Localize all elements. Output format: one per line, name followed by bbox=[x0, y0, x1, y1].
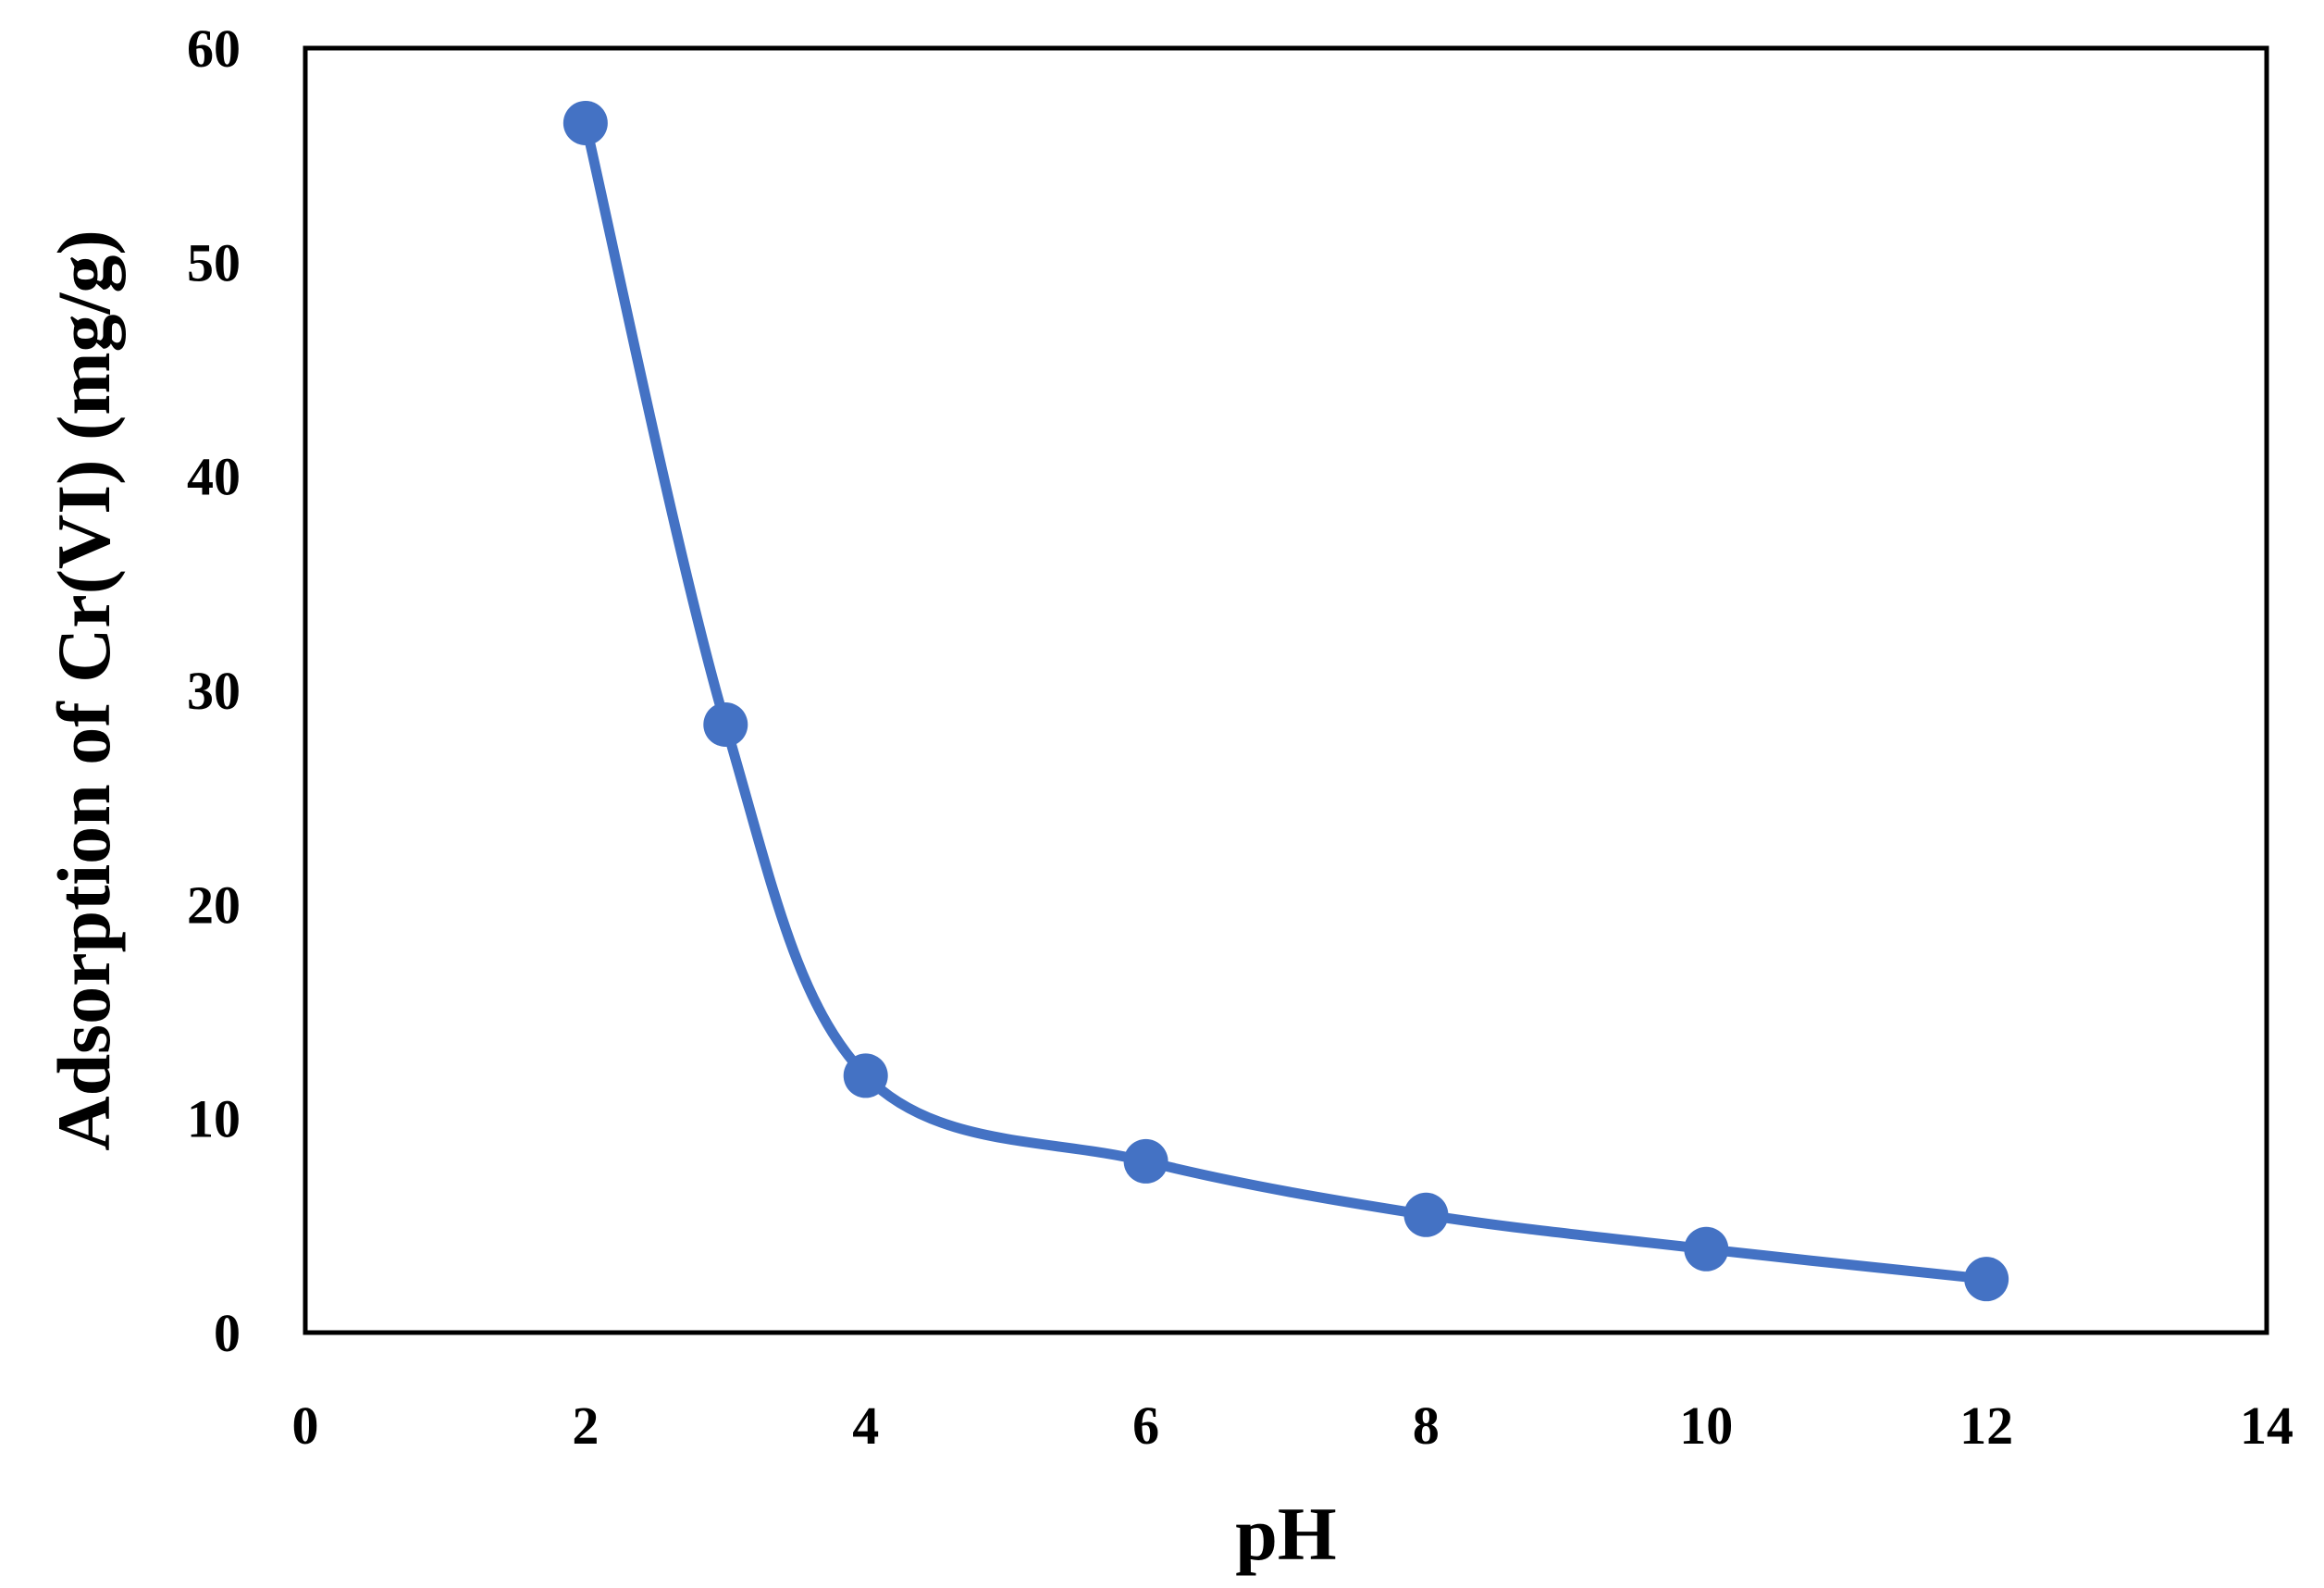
data-point bbox=[703, 702, 748, 748]
data-point bbox=[1123, 1138, 1168, 1184]
y-tick-label: 40 bbox=[187, 447, 241, 507]
data-point bbox=[1403, 1192, 1449, 1237]
x-tick-label: 6 bbox=[1132, 1396, 1159, 1456]
x-tick-label: 2 bbox=[572, 1396, 599, 1456]
y-tick-label: 60 bbox=[187, 19, 241, 79]
data-point bbox=[562, 100, 608, 145]
y-axis-label: Adsorption of Cr(VI) (mg/g) bbox=[42, 230, 126, 1150]
x-tick-label: 14 bbox=[2240, 1396, 2293, 1456]
y-tick-label: 0 bbox=[214, 1303, 241, 1363]
x-tick-label: 4 bbox=[852, 1396, 879, 1456]
x-axis-tick-labels: 0 2 4 6 8 10 12 14 bbox=[292, 1396, 2294, 1456]
y-tick-label: 50 bbox=[187, 232, 241, 292]
data-point bbox=[1684, 1226, 1729, 1272]
x-tick-label: 0 bbox=[292, 1396, 319, 1456]
x-tick-label: 12 bbox=[1959, 1396, 2013, 1456]
x-tick-label: 8 bbox=[1413, 1396, 1440, 1456]
data-point bbox=[843, 1053, 888, 1098]
y-tick-label: 20 bbox=[187, 875, 241, 935]
x-tick-label: 10 bbox=[1679, 1396, 1733, 1456]
y-axis-tick-labels: 0 10 20 30 40 50 60 bbox=[187, 19, 241, 1363]
series-layer bbox=[562, 100, 2009, 1302]
y-tick-label: 10 bbox=[187, 1089, 241, 1149]
data-point bbox=[1964, 1257, 2009, 1302]
plot-area-frame bbox=[303, 45, 2269, 1335]
x-axis-label: pH bbox=[1235, 1492, 1336, 1576]
y-tick-label: 30 bbox=[187, 661, 241, 721]
